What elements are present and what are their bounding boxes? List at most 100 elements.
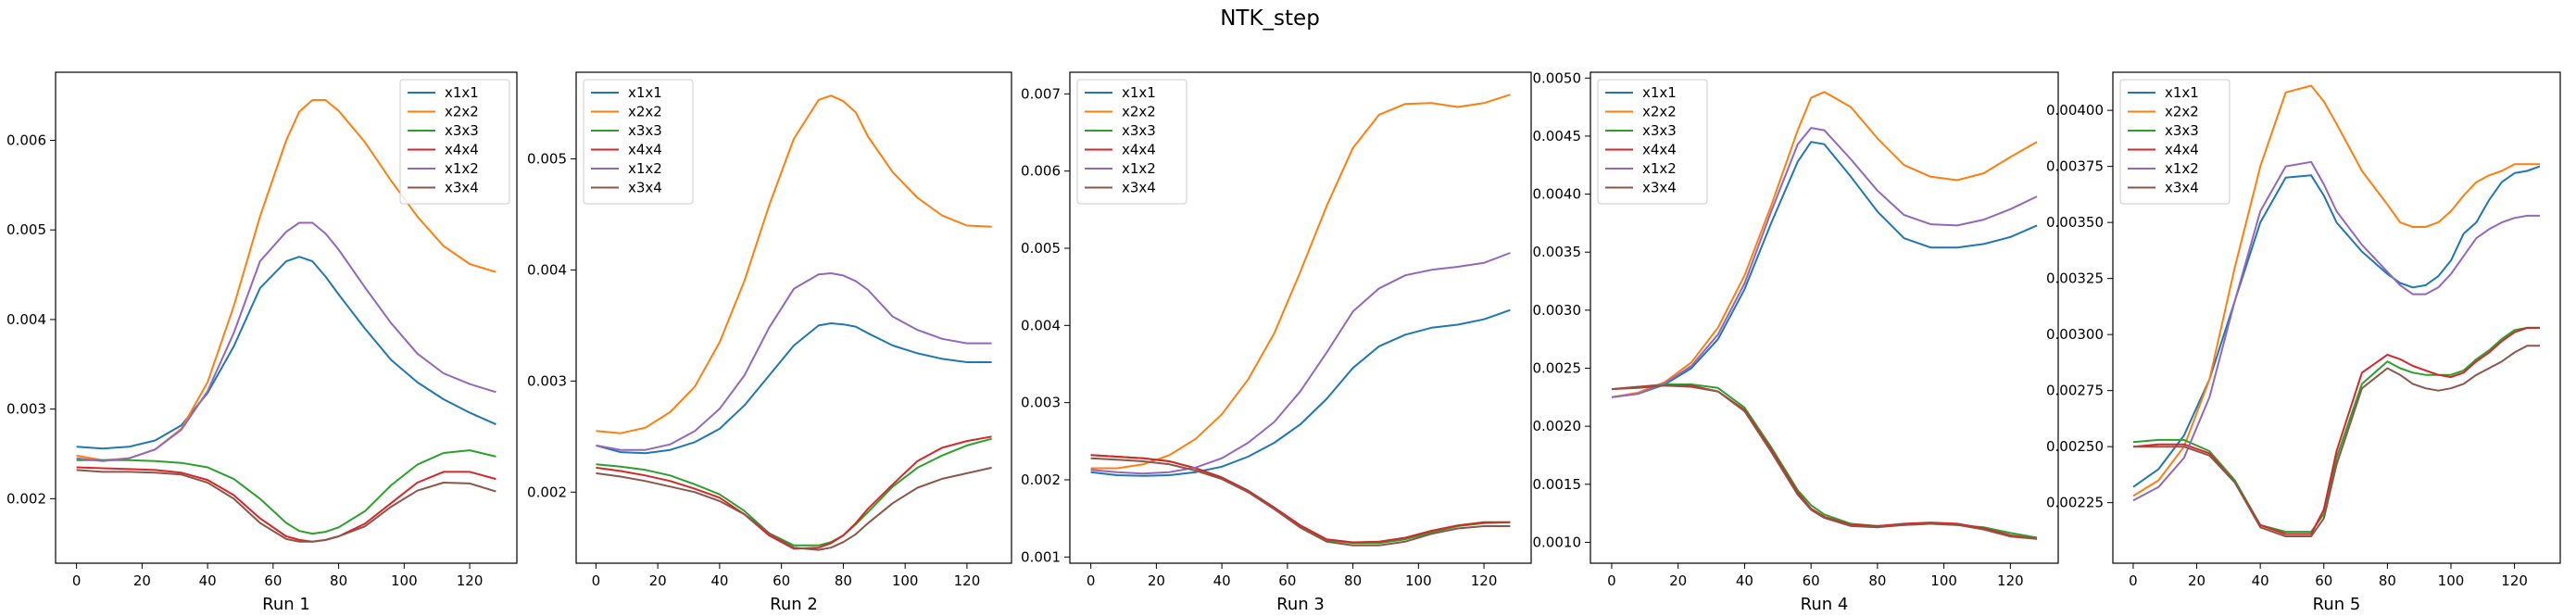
- y-tick-label: 0.00275: [2046, 383, 2104, 399]
- plot-frame: [55, 71, 518, 564]
- legend-label-x3x3: x3x3: [1122, 122, 1156, 139]
- y-tick-label: 0.005: [527, 151, 567, 168]
- chart-panel-2: 0 20 40 60 80 100 120 0.002 0.003 0.004 0.005 Run 2…: [527, 71, 1012, 614]
- x-tick-label: 0: [72, 572, 82, 589]
- y-tick-label: 0.005: [6, 221, 46, 238]
- series-group: [596, 94, 992, 551]
- legend-label-x4x4: x4x4: [2165, 142, 2199, 158]
- series-line-x3x4: [596, 466, 992, 551]
- x-tick-label: 60: [773, 572, 790, 589]
- x-tick-label: 20: [1148, 572, 1165, 589]
- series-line-x1x2: [76, 221, 496, 462]
- x-tick-label: 20: [133, 572, 151, 589]
- legend-label-x1x1: x1x1: [628, 84, 662, 101]
- x-tick-label: 40: [710, 572, 728, 589]
- y-tick-label: 0.0020: [1533, 418, 1582, 434]
- x-tick-label: 0: [1607, 572, 1616, 589]
- legend-label-x3x4: x3x4: [2165, 180, 2199, 196]
- series-line-x3x3: [2132, 326, 2540, 534]
- plot-frame: [2112, 71, 2561, 564]
- series-line-x4x4: [1090, 454, 1511, 544]
- y-tick-label: 0.007: [1021, 85, 1061, 102]
- y-tick-label: 0.004: [527, 261, 567, 278]
- y-tick-label: 0.00375: [2046, 158, 2104, 175]
- legend: x1x1 x2x2 x3x3 x4x4 x1x2 x3x4: [2119, 79, 2230, 205]
- legend-label-x1x2: x1x2: [628, 160, 662, 177]
- series-line-x1x2: [2132, 160, 2540, 502]
- x-tick-label: 80: [1868, 572, 1886, 589]
- series-line-x2x2: [1090, 94, 1511, 470]
- y-tick-label: 0.005: [1021, 240, 1061, 257]
- y-tick-label: 0.0015: [1533, 476, 1582, 493]
- legend: x1x1 x2x2 x3x3 x4x4 x1x2 x3x4: [1076, 79, 1187, 205]
- y-tick-label: 0.0040: [1533, 186, 1582, 203]
- y-tick-label: 0.001: [1021, 548, 1061, 565]
- legend: x1x1 x2x2 x3x3 x4x4 x1x2 x3x4: [583, 79, 694, 205]
- x-tick-label: 80: [835, 572, 852, 589]
- chart-panel-4: 0 20 40 60 80 100 120 0.0010 0.0015 0.0020 0.0025 0…: [1533, 69, 2059, 614]
- x-tick-label: 40: [1213, 572, 1231, 589]
- figure-title: NTK_step: [1220, 6, 1320, 31]
- series-group: [76, 99, 496, 543]
- series-line-x2x2: [1611, 91, 2038, 398]
- series-group: [1090, 94, 1511, 547]
- x-tick-label: 120: [1471, 572, 1498, 589]
- y-tick-label: 0.0010: [1533, 534, 1582, 550]
- x-tick-label: 60: [264, 572, 282, 589]
- legend-label-x3x4: x3x4: [1122, 180, 1156, 196]
- plot-frame: [1590, 71, 2059, 564]
- x-tick-label: 100: [1405, 572, 1432, 589]
- series-line-x3x4: [1090, 457, 1511, 547]
- y-tick-label: 0.003: [1021, 395, 1061, 411]
- legend-label-x4x4: x4x4: [1122, 142, 1156, 158]
- x-tick-label: 0: [2129, 572, 2138, 589]
- x-tick-label: 120: [1997, 572, 2024, 589]
- series-line-x3x4: [2133, 345, 2540, 537]
- series-line-x1x1: [596, 322, 992, 455]
- y-tick-label: 0.0050: [1533, 69, 1582, 86]
- legend-label-x2x2: x2x2: [445, 104, 479, 120]
- x-tick-label: 80: [1344, 572, 1362, 589]
- x-tick-label: 40: [1736, 572, 1753, 589]
- series-line-x1x2: [1090, 252, 1511, 475]
- x-tick-label: 60: [1803, 572, 1820, 589]
- legend-label-x3x4: x3x4: [628, 180, 662, 196]
- legend-label-x2x2: x2x2: [1642, 104, 1677, 120]
- y-tick-label: 0.006: [1021, 163, 1061, 180]
- x-tick-label: 80: [2379, 572, 2396, 589]
- legend-label-x3x3: x3x3: [2165, 122, 2199, 139]
- y-tick-label: 0.00350: [2046, 214, 2104, 231]
- legend-label-x3x4: x3x4: [1642, 180, 1677, 196]
- x-tick-label: 100: [2438, 572, 2465, 589]
- y-tick-label: 0.00400: [2046, 102, 2104, 119]
- series-line-x3x3: [76, 449, 496, 535]
- y-tick-label: 0.00250: [2046, 438, 2104, 455]
- x-axis-label: Run 3: [1276, 595, 1325, 614]
- y-tick-label: 0.0025: [1533, 360, 1582, 377]
- series-group: [2132, 84, 2541, 537]
- legend-label-x2x2: x2x2: [628, 104, 662, 120]
- series-line-x1x1: [1611, 141, 2038, 398]
- plot-frame: [575, 71, 1012, 564]
- x-tick-label: 20: [649, 572, 667, 589]
- x-axis-label: Run 2: [770, 595, 818, 614]
- plot-frame: [1069, 71, 1532, 564]
- series-line-x2x2: [2132, 84, 2540, 497]
- legend-label-x1x1: x1x1: [1122, 84, 1156, 101]
- chart-panel-1: 0 20 40 60 80 100 120 0.002 0.003 0.004 0.005 0.006…: [6, 71, 518, 614]
- x-tick-label: 20: [1669, 572, 1687, 589]
- y-tick-label: 0.004: [1021, 317, 1061, 333]
- y-tick-label: 0.0045: [1533, 128, 1582, 145]
- x-tick-label: 0: [1087, 572, 1096, 589]
- series-line-x3x4: [1611, 384, 2038, 540]
- legend-label-x4x4: x4x4: [628, 142, 662, 158]
- x-tick-label: 100: [892, 572, 919, 589]
- chart-panel-5: 0 20 40 60 80 100 120 0.00225 0.00250 0.00275 0.00…: [2046, 71, 2561, 614]
- series-line-x2x2: [596, 94, 992, 434]
- series-line-x4x4: [1611, 384, 2038, 540]
- legend: x1x1 x2x2 x3x3 x4x4 x1x2 x3x4: [1597, 79, 1708, 205]
- legend-label-x1x1: x1x1: [1642, 84, 1677, 101]
- x-tick-label: 40: [199, 572, 217, 589]
- chart-panel-3: 0 20 40 60 80 100 120 0.001 0.002 0.003 0.004 0.005…: [1021, 71, 1532, 614]
